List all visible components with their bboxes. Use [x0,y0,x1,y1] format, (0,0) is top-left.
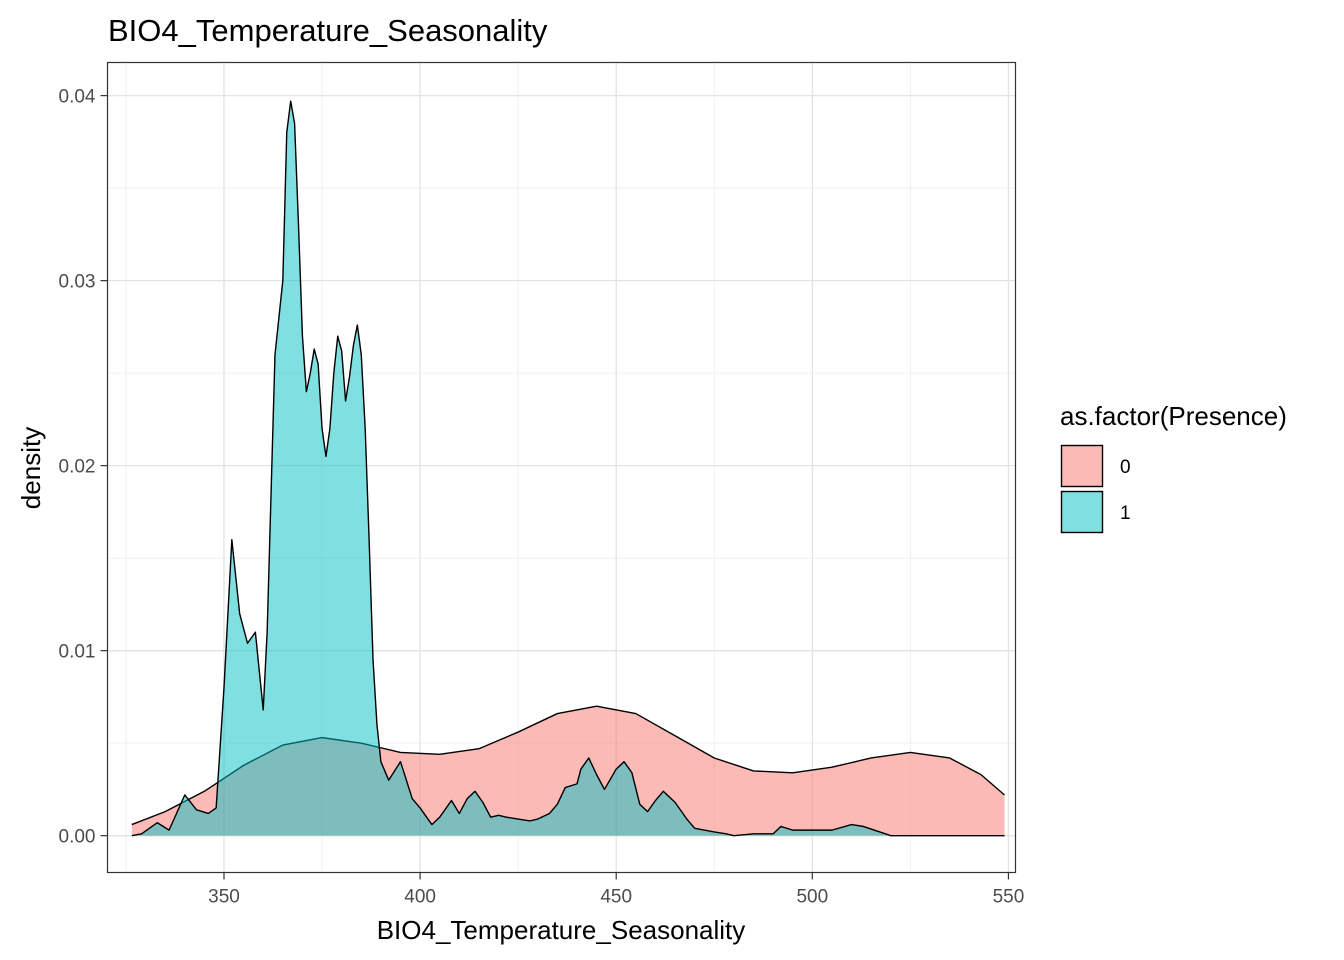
y-axis-title: density [16,427,46,509]
density-line-series-1 [131,100,1005,837]
legend-title: as.factor(Presence) [1060,401,1287,431]
y-tick-label: 0.01 [59,642,96,663]
x-axis: 350 400 450 500 550 [208,872,1025,908]
y-axis: 0.00 0.01 0.02 0.03 0.04 [59,87,108,848]
x-tick-label: 500 [796,887,828,908]
x-axis-title: BIO4_Temperature_Seasonality [377,915,746,945]
x-tick-label: 450 [600,887,632,908]
x-tick-label: 550 [993,887,1025,908]
legend-swatch-0 [1060,444,1104,488]
density-areas [131,100,1005,837]
legend: as.factor(Presence) 01 [1060,401,1287,534]
legend-label-0: 0 [1120,457,1131,478]
chart-title: BIO4_Temperature_Seasonality [108,13,548,48]
y-tick-label: 0.04 [59,87,96,108]
x-tick-label: 350 [208,887,240,908]
y-tick-label: 0.02 [59,457,96,478]
density-area-series-1 [131,101,1005,836]
y-tick-label: 0.00 [59,827,96,848]
x-tick-label: 400 [404,887,436,908]
legend-swatch-1 [1060,490,1104,534]
legend-items: 01 [1060,444,1131,534]
legend-label-1: 1 [1120,503,1131,524]
y-tick-label: 0.03 [59,272,96,293]
plot-panel-border [106,61,1017,874]
